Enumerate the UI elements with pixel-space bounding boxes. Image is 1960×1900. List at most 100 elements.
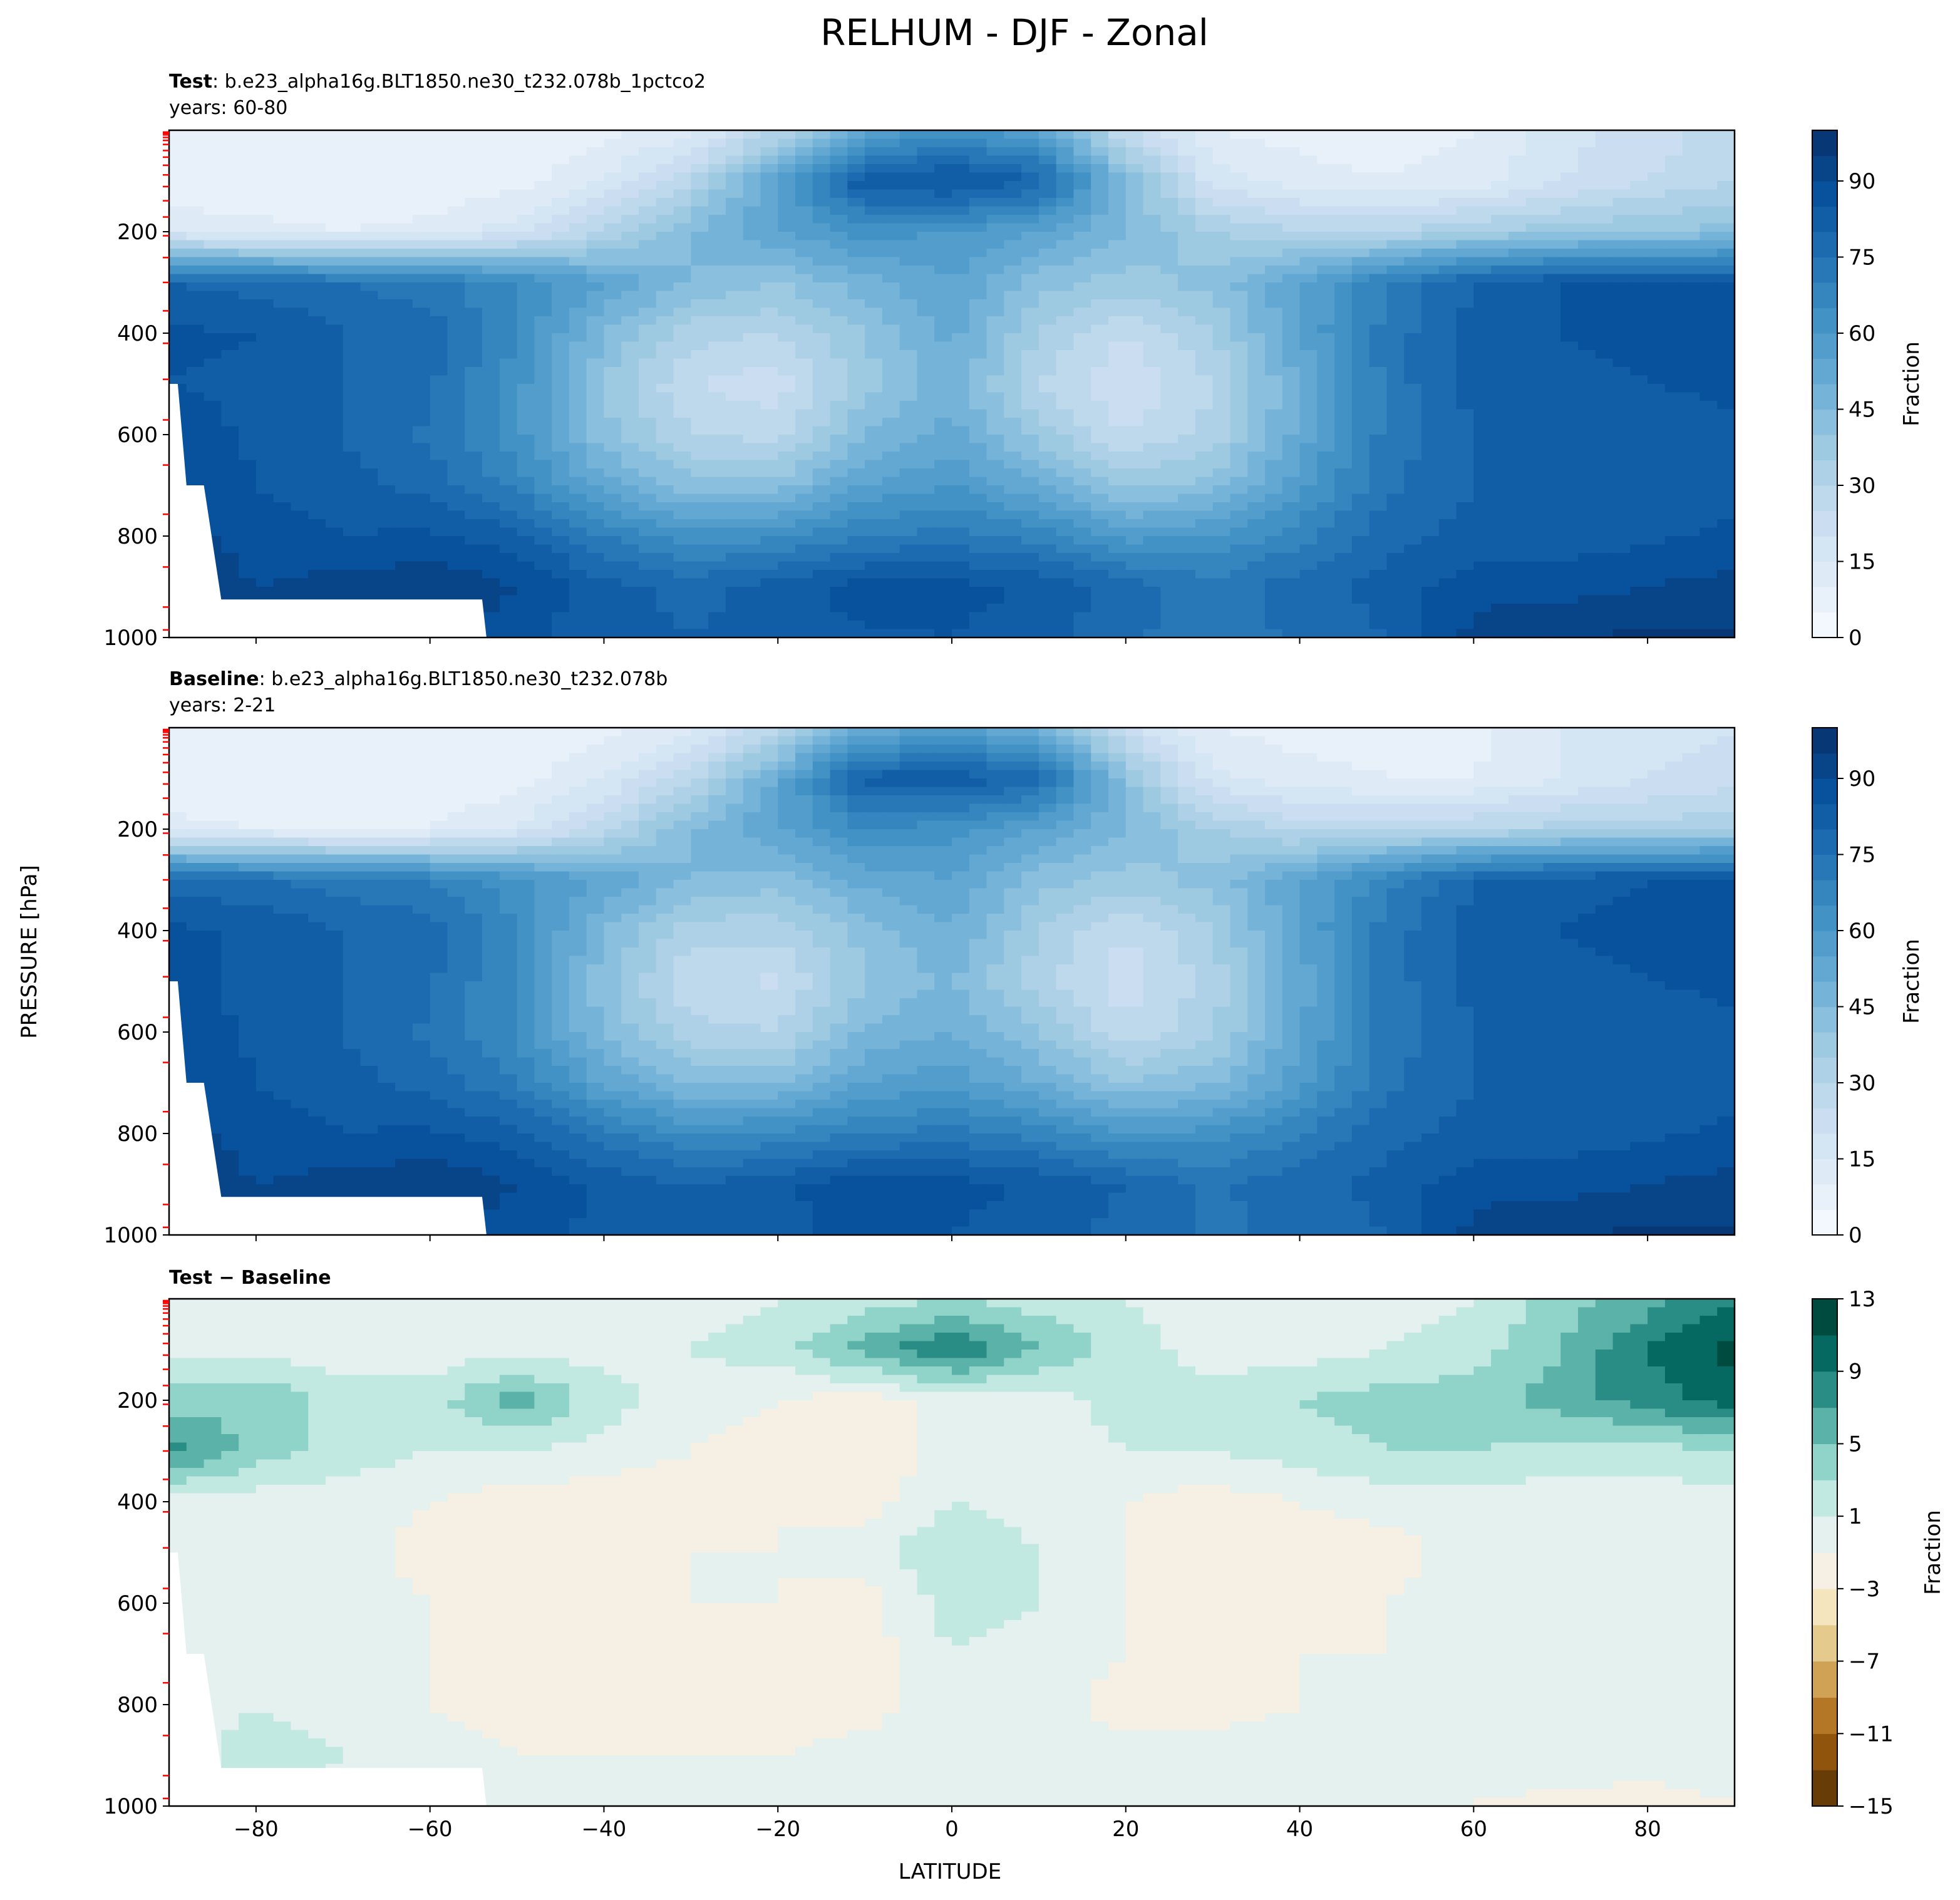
contour-cell	[534, 299, 552, 309]
contour-cell	[1717, 189, 1735, 199]
contour-cell	[1004, 384, 1022, 393]
contour-cell	[1125, 510, 1144, 520]
contour-cell	[1648, 485, 1666, 495]
contour-cell	[1525, 510, 1544, 520]
contour-cell	[1143, 240, 1162, 249]
contour-cell	[1473, 198, 1492, 207]
contour-cell	[882, 468, 900, 478]
contour-cell	[830, 282, 848, 292]
contour-cell	[1543, 274, 1562, 283]
contour-cell	[221, 324, 239, 334]
contour-cell	[1630, 367, 1648, 376]
contour-cell	[656, 138, 674, 148]
contour-cell	[1404, 316, 1422, 326]
contour-cell	[586, 493, 605, 503]
contour-cell	[308, 477, 326, 486]
contour-cell	[1108, 240, 1127, 249]
contour-cell	[1160, 561, 1179, 571]
contour-cell	[882, 392, 900, 401]
contour-cell	[1648, 570, 1666, 579]
contour-cell	[1073, 502, 1092, 512]
contour-cell	[1560, 375, 1579, 385]
contour-cell	[1595, 578, 1614, 587]
contour-cell	[1578, 519, 1596, 529]
contour-cell	[673, 544, 692, 554]
contour-cell	[1438, 477, 1457, 486]
contour-cell	[1421, 435, 1440, 444]
contour-cell	[552, 401, 570, 410]
contour-cell	[691, 435, 709, 444]
contour-cell	[430, 401, 448, 410]
contour-cell	[1508, 341, 1527, 351]
contour-cell	[1491, 299, 1509, 309]
contour-cell	[1664, 544, 1683, 554]
contour-cell	[255, 257, 274, 266]
contour-cell	[273, 401, 292, 410]
contour-cell	[1525, 240, 1544, 249]
contour-cell	[1578, 172, 1596, 182]
contour-cell	[639, 282, 657, 292]
contour-cell	[552, 443, 570, 452]
contour-cell	[534, 460, 552, 469]
contour-cell	[273, 485, 292, 495]
contour-cell	[899, 223, 918, 232]
contour-cell	[1212, 324, 1231, 334]
contour-cell	[273, 181, 292, 190]
contour-cell	[1143, 570, 1162, 579]
contour-cell	[1682, 570, 1701, 579]
contour-cell	[534, 587, 552, 596]
contour-cell	[760, 350, 779, 359]
contour-cell	[760, 409, 779, 418]
contour-cell	[865, 375, 883, 385]
contour-cell	[255, 266, 274, 275]
contour-cell	[1230, 570, 1249, 579]
contour-cell	[465, 138, 483, 148]
contour-cell	[1265, 257, 1283, 266]
contour-cell	[1004, 316, 1022, 326]
contour-cell	[1386, 324, 1405, 334]
contour-cell	[326, 452, 344, 461]
contour-cell	[1160, 392, 1179, 401]
contour-cell	[1334, 358, 1353, 368]
contour-cell	[395, 130, 413, 140]
contour-cell	[725, 510, 744, 520]
contour-cell	[1125, 266, 1144, 275]
contour-cell	[1125, 468, 1144, 478]
contour-cell	[1038, 307, 1057, 317]
contour-cell	[308, 164, 326, 173]
contour-cell	[534, 198, 552, 207]
contour-cell	[308, 460, 326, 469]
contour-cell	[273, 418, 292, 427]
contour-cell	[899, 426, 918, 435]
contour-cell	[1334, 350, 1353, 359]
contour-cell	[952, 544, 970, 554]
contour-cell	[621, 350, 639, 359]
contour-cell	[169, 257, 187, 266]
contour-cell	[1212, 333, 1231, 343]
contour-cell	[691, 341, 709, 351]
contour-cell	[1717, 232, 1735, 241]
contour-cell	[830, 384, 848, 393]
contour-cell	[1351, 392, 1370, 401]
contour-cell	[1282, 375, 1301, 385]
contour-cell	[1648, 172, 1666, 182]
contour-cell	[795, 502, 813, 512]
contour-cell	[1717, 418, 1735, 427]
contour-cell	[1021, 350, 1039, 359]
contour-cell	[1247, 316, 1266, 326]
contour-cell	[986, 189, 1005, 199]
contour-cell	[604, 215, 622, 224]
contour-cell	[1438, 553, 1457, 562]
contour-cell	[743, 189, 761, 199]
contour-cell	[343, 333, 361, 343]
contour-cell	[1038, 249, 1057, 258]
contour-cell	[1178, 578, 1196, 587]
contour-cell	[1073, 130, 1092, 140]
contour-cell	[1404, 215, 1422, 224]
contour-cell	[1056, 587, 1075, 596]
contour-cell	[360, 172, 379, 182]
contour-cell	[917, 485, 936, 495]
contour-cell	[604, 426, 622, 435]
contour-cell	[1369, 358, 1388, 368]
contour-cell	[1143, 553, 1162, 562]
